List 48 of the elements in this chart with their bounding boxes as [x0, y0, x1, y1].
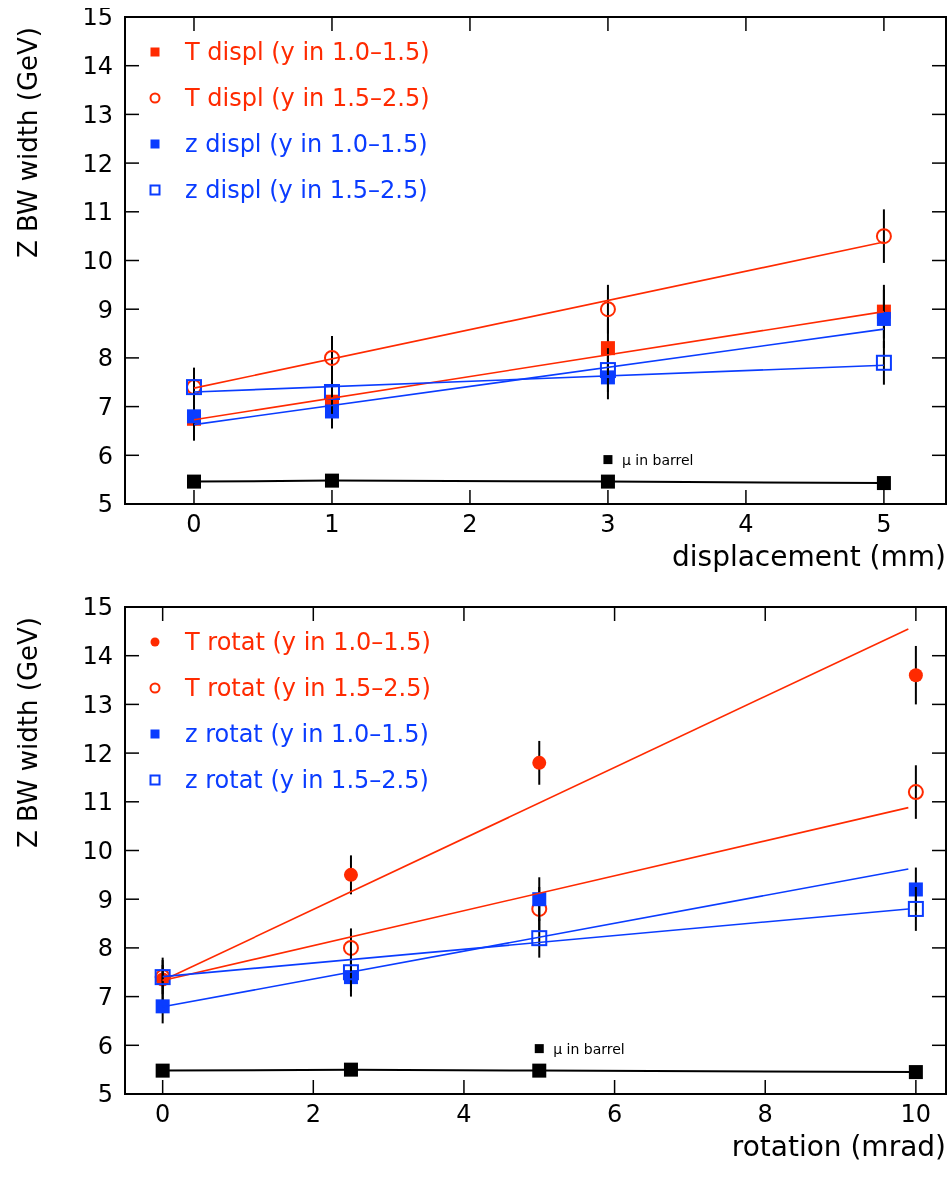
x-tick-label: 6	[606, 1100, 623, 1128]
y-tick-label: 6	[97, 1031, 113, 1060]
y-axis-title: Z BW width (GeV)	[13, 27, 43, 259]
y-tick-label: 15	[82, 593, 113, 622]
y-tick-label: 7	[97, 393, 113, 421]
y-tick-label: 10	[82, 836, 113, 865]
x-tick-label: 8	[757, 1100, 773, 1128]
y-tick-label: 8	[97, 344, 113, 373]
y-tick-label: 13	[82, 690, 113, 719]
x-axis-title: rotation (mrad)	[731, 1130, 946, 1163]
legend-label: T displ (y in 1.0–1.5)	[184, 38, 430, 66]
y-tick-label: 13	[82, 100, 113, 129]
legend-label: μ in barrel	[553, 1040, 625, 1057]
legend-label: T rotat (y in 1.0–1.5)	[184, 628, 431, 656]
x-tick-label: 2	[462, 510, 478, 538]
y-tick-label: 15	[82, 3, 113, 32]
y-tick-label: 5	[97, 1080, 113, 1109]
y-axis-title: Z BW width (GeV)	[13, 617, 43, 849]
legend-label: T rotat (y in 1.5–2.5)	[184, 674, 431, 702]
x-tick-label: 2	[305, 1100, 321, 1128]
y-tick-label: 7	[97, 983, 113, 1011]
legend-label: z rotat (y in 1.0–1.5)	[185, 720, 429, 748]
x-tick-label: 4	[738, 510, 754, 538]
legend-label: z rotat (y in 1.5–2.5)	[185, 766, 429, 794]
x-tick-label: 0	[155, 1100, 171, 1128]
y-tick-label: 5	[97, 490, 113, 519]
y-tick-label: 6	[97, 441, 113, 470]
y-tick-label: 11	[82, 198, 113, 227]
x-axis-title: displacement (mm)	[672, 540, 946, 573]
x-tick-label: 3	[600, 510, 616, 538]
y-tick-label: 8	[97, 934, 113, 963]
legend-label: z displ (y in 1.0–1.5)	[185, 130, 428, 158]
legend-label: μ in barrel	[621, 451, 694, 468]
x-tick-label: 1	[324, 510, 340, 538]
y-tick-label: 9	[97, 885, 113, 914]
x-tick-label: 4	[456, 1100, 472, 1128]
legend-label: T displ (y in 1.5–2.5)	[184, 84, 430, 112]
y-tick-label: 12	[82, 149, 113, 178]
x-tick-label: 0	[186, 510, 202, 538]
legend-label: z displ (y in 1.5–2.5)	[185, 176, 428, 204]
y-tick-label: 12	[82, 739, 113, 768]
x-tick-label: 10	[900, 1100, 932, 1128]
x-tick-label: 5	[876, 510, 892, 538]
y-tick-label: 10	[82, 246, 113, 275]
y-tick-label: 14	[82, 642, 113, 671]
y-tick-label: 9	[97, 295, 113, 324]
y-tick-label: 11	[82, 788, 113, 817]
y-tick-label: 14	[82, 52, 113, 81]
